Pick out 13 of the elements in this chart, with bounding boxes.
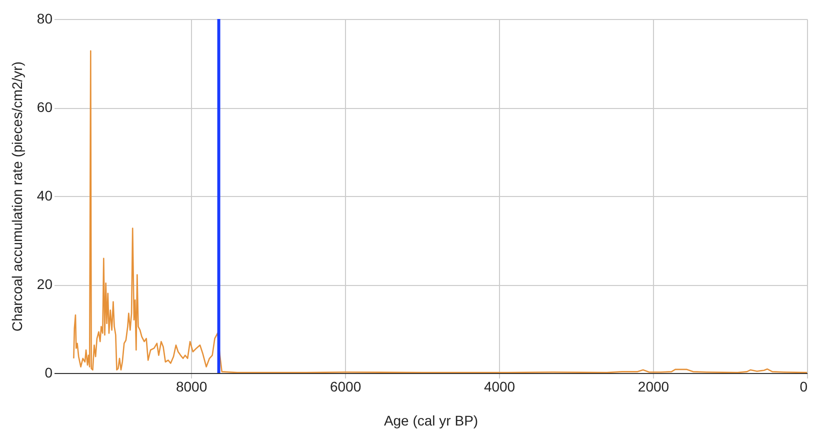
x-axis-title: Age (cal yr BP) [384, 412, 478, 428]
y-tick-label: 40 [36, 188, 53, 204]
x-tick-label: 4000 [484, 378, 516, 394]
x-tick-label: 2000 [638, 378, 670, 394]
line-series [73, 50, 807, 373]
y-tick-label: 80 [36, 10, 53, 26]
y-tick-label: 60 [36, 99, 53, 115]
y-tick-label: 0 [44, 364, 53, 380]
x-tick-label: 8000 [176, 378, 208, 394]
y-axis-title: Charcoal accumulation rate (pieces/cm2/yr) [8, 62, 25, 332]
x-tick-label: 6000 [330, 378, 362, 394]
y-tick-label: 20 [36, 276, 53, 292]
x-tick-label: 0 [800, 378, 808, 394]
